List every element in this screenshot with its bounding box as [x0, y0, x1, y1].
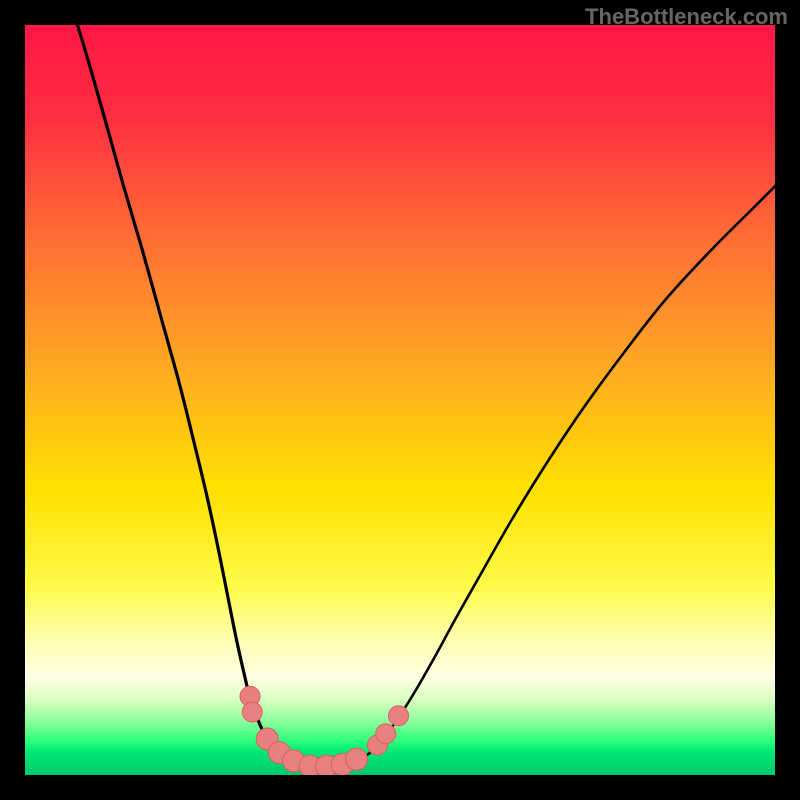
marker-point	[376, 724, 396, 744]
marker-point	[389, 706, 409, 726]
marker-point	[346, 748, 368, 770]
plot-area	[25, 25, 775, 775]
bottleneck-curve-right	[324, 179, 776, 768]
chart-svg	[25, 25, 775, 775]
bottleneck-curve-left	[78, 25, 324, 768]
marker-cluster	[240, 686, 409, 775]
watermark-text: TheBottleneck.com	[585, 4, 788, 30]
marker-point	[242, 702, 262, 722]
